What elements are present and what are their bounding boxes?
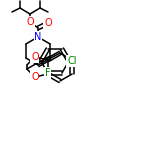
Text: O: O — [26, 17, 34, 27]
Text: O: O — [31, 52, 39, 62]
Text: F: F — [45, 68, 51, 78]
Text: O: O — [31, 72, 39, 82]
Text: Cl: Cl — [67, 56, 77, 66]
Text: O: O — [44, 18, 52, 28]
Text: N: N — [34, 32, 42, 42]
